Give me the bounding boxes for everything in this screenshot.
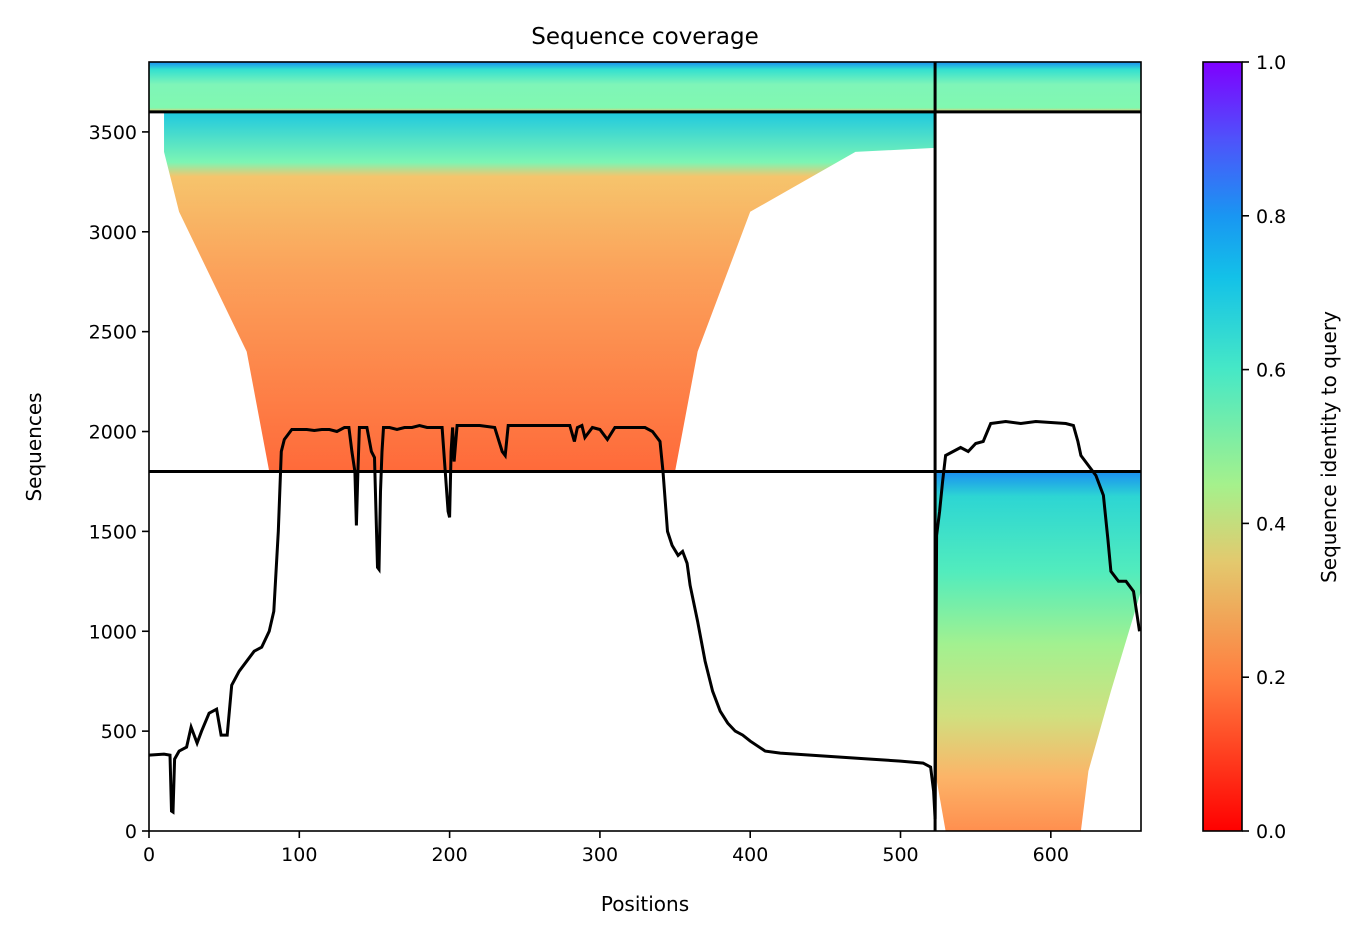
y-tick-label: 3500 bbox=[89, 122, 137, 144]
colorbar-frame bbox=[1202, 61, 1243, 832]
coverage-block-chain-1 bbox=[164, 111, 936, 472]
x-tick-label: 500 bbox=[882, 844, 918, 866]
y-tick-label: 1500 bbox=[89, 521, 137, 543]
y-tick-label: 1000 bbox=[89, 621, 137, 643]
x-tick-label: 400 bbox=[732, 844, 768, 866]
y-tick-label: 0 bbox=[125, 821, 137, 843]
y-tick-label: 3000 bbox=[89, 222, 137, 244]
colorbar-label: Sequence identity to query bbox=[1317, 311, 1341, 583]
x-axis-label: Positions bbox=[601, 892, 689, 916]
y-axis-ticks: 0 500 1000 1500 2000 2500 3000 3500 bbox=[89, 122, 149, 843]
colorbar-tick-label: 0.8 bbox=[1256, 206, 1286, 228]
x-tick-label: 200 bbox=[431, 844, 467, 866]
x-tick-label: 0 bbox=[143, 844, 155, 866]
x-tick-label: 600 bbox=[1033, 844, 1069, 866]
chart-title: Sequence coverage bbox=[531, 24, 759, 50]
y-tick-label: 2000 bbox=[89, 422, 137, 444]
colorbar-tick-label: 0.2 bbox=[1256, 667, 1286, 689]
y-tick-label: 500 bbox=[101, 721, 137, 743]
colorbar bbox=[1203, 62, 1242, 831]
coverage-block-paired bbox=[149, 62, 1141, 112]
colorbar-tick-label: 0.6 bbox=[1256, 360, 1286, 382]
y-tick-label: 2500 bbox=[89, 322, 137, 344]
x-axis-ticks: 0 100 200 300 400 500 600 bbox=[143, 831, 1069, 866]
coverage-block-chain-2 bbox=[935, 471, 1141, 831]
plot-frame bbox=[148, 61, 1142, 832]
colorbar-tick-label: 0.4 bbox=[1256, 513, 1286, 535]
coverage-heatmap bbox=[149, 62, 1141, 831]
colorbar-tick-label: 1.0 bbox=[1256, 52, 1286, 74]
colorbar-tick-label: 0.0 bbox=[1256, 821, 1286, 843]
x-tick-label: 100 bbox=[281, 844, 317, 866]
coverage-line bbox=[149, 419, 1141, 820]
x-tick-label: 300 bbox=[582, 844, 618, 866]
colorbar-ticks: 0.0 0.2 0.4 0.6 0.8 1.0 bbox=[1242, 52, 1286, 843]
y-axis-label: Sequences bbox=[22, 392, 46, 501]
